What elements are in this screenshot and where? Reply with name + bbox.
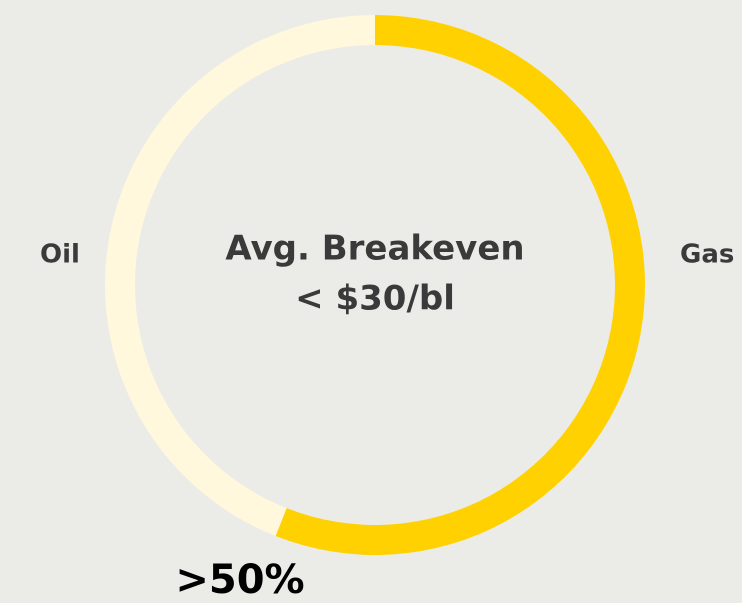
center-title: Avg. Breakeven [225,229,524,269]
center-subtitle: < $30/bl [295,279,455,319]
segment-label: Oil [40,240,80,270]
segment-label: Gas [680,240,734,270]
annotation: >50% [175,557,304,603]
donut-segment [104,15,375,537]
